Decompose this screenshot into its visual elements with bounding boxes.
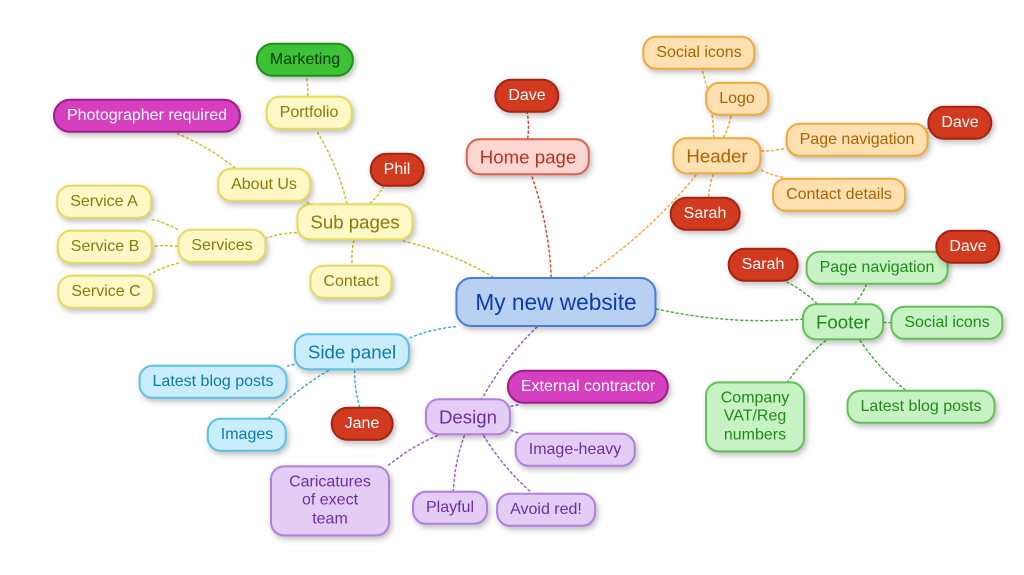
node-contact_det[interactable]: Contact details: [772, 178, 906, 212]
node-caricatures[interactable]: Caricatures of exect team: [270, 465, 390, 536]
node-photog[interactable]: Photographer required: [53, 99, 241, 133]
node-homepage[interactable]: Home page: [466, 138, 590, 175]
edge-homepage-dave_hp: [527, 113, 528, 138]
edge-design-playful: [453, 436, 464, 491]
edge-footer-latest_blog_f: [860, 341, 905, 390]
edge-header-logo: [724, 116, 731, 137]
node-vat[interactable]: Company VAT/Reg numbers: [705, 381, 805, 452]
node-phil[interactable]: Phil: [370, 153, 425, 187]
node-latest_blog_f[interactable]: Latest blog posts: [847, 390, 996, 424]
edge-services-service_a: [150, 219, 177, 229]
edge-services-service_c: [149, 263, 178, 275]
node-playful[interactable]: Playful: [412, 491, 488, 525]
node-sub_pages[interactable]: Sub pages: [296, 203, 413, 240]
edge-root-footer: [657, 309, 802, 321]
node-root[interactable]: My new website: [455, 277, 656, 327]
node-marketing[interactable]: Marketing: [256, 43, 354, 77]
edge-design-ext_cont: [511, 404, 519, 406]
node-side_panel[interactable]: Side panel: [294, 333, 410, 370]
node-service_c[interactable]: Service C: [57, 275, 154, 309]
edge-footer-sarah_f: [787, 282, 817, 303]
node-dave_f[interactable]: Dave: [935, 230, 1000, 264]
node-footer[interactable]: Footer: [802, 303, 884, 340]
edge-root-homepage: [532, 176, 552, 277]
node-page_nav_f[interactable]: Page navigation: [806, 251, 949, 285]
node-ext_cont[interactable]: External contractor: [507, 370, 669, 404]
mindmap-canvas: My new website Home page Dave Header Social …: [0, 0, 1024, 575]
node-image_heavy[interactable]: Image-heavy: [515, 433, 636, 467]
edge-design-image_heavy: [511, 430, 519, 433]
edge-root-sub_pages: [402, 241, 493, 277]
node-services[interactable]: Services: [177, 229, 266, 263]
edge-side_panel-jane: [355, 371, 360, 407]
node-about_us[interactable]: About Us: [217, 168, 311, 202]
edge-about_us-photog: [176, 133, 235, 168]
edge-services-service_b: [153, 246, 177, 247]
node-social_icons_f[interactable]: Social icons: [890, 306, 1003, 340]
node-avoid_red[interactable]: Avoid red!: [496, 493, 596, 527]
node-service_a[interactable]: Service A: [56, 185, 152, 219]
edge-sub_pages-contact: [352, 241, 354, 265]
edge-side_panel-latest_blog_sp: [287, 365, 293, 366]
edge-footer-page_nav_f: [855, 285, 866, 303]
node-design[interactable]: Design: [425, 398, 511, 435]
node-latest_blog_sp[interactable]: Latest blog posts: [139, 365, 288, 399]
node-service_b[interactable]: Service B: [57, 230, 153, 264]
node-page_nav_h[interactable]: Page navigation: [786, 123, 929, 157]
edge-sub_pages-portfolio: [316, 130, 347, 203]
node-dave_h[interactable]: Dave: [927, 106, 992, 140]
node-sarah_h[interactable]: Sarah: [670, 197, 741, 231]
node-logo[interactable]: Logo: [705, 82, 769, 116]
node-social_icons_h[interactable]: Social icons: [642, 36, 755, 70]
edge-design-caricatures: [388, 436, 437, 466]
node-dave_hp[interactable]: Dave: [494, 79, 559, 113]
edge-header-contact_det: [762, 170, 786, 178]
node-contact[interactable]: Contact: [309, 265, 392, 299]
node-sarah_f[interactable]: Sarah: [728, 248, 799, 282]
edge-sub_pages-services: [267, 233, 297, 238]
edge-header-sarah_h: [709, 175, 714, 197]
node-jane[interactable]: Jane: [331, 407, 394, 441]
edge-root-side_panel: [410, 327, 455, 338]
edge-sub_pages-phil: [370, 187, 383, 203]
edge-footer-vat: [788, 341, 826, 382]
node-header[interactable]: Header: [672, 137, 761, 174]
edge-header-page_nav_h: [762, 148, 786, 151]
edge-portfolio-marketing: [306, 77, 308, 96]
node-portfolio[interactable]: Portfolio: [266, 96, 353, 130]
node-images_sp[interactable]: Images: [207, 418, 287, 452]
